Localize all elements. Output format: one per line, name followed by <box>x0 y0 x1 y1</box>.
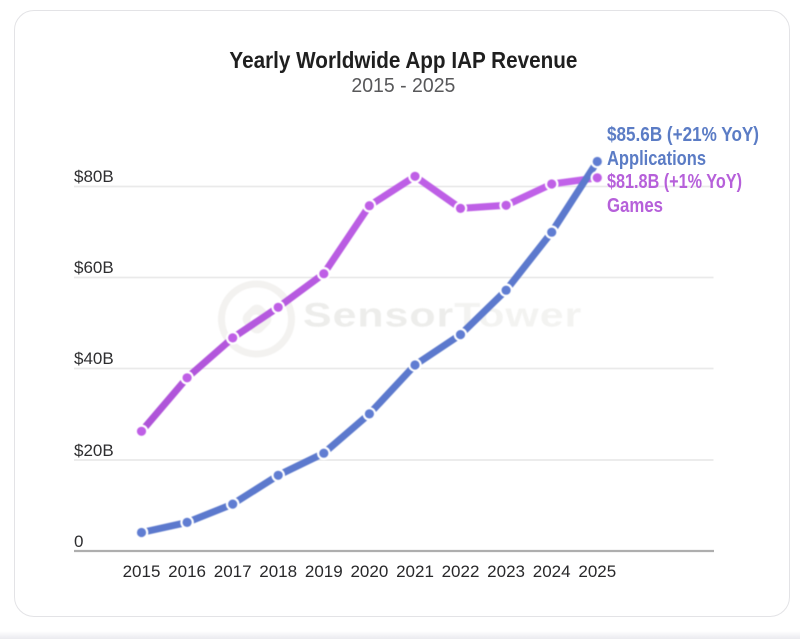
svg-text:SensorTower: SensorTower <box>303 297 582 335</box>
